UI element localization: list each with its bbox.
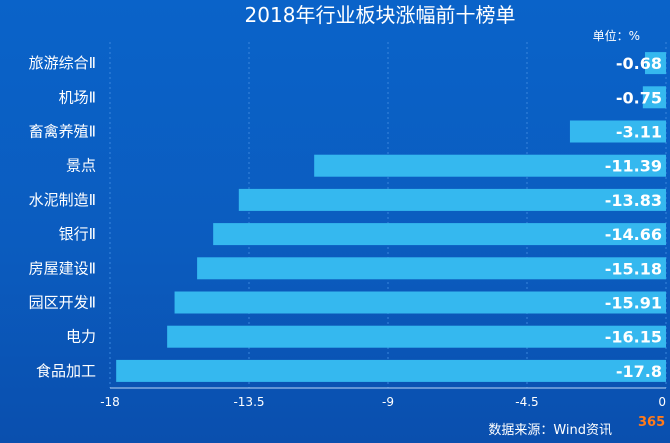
unit-label: 单位：% <box>593 28 640 43</box>
value-label: -3.11 <box>616 123 662 142</box>
category-label: 畜禽养殖Ⅱ <box>29 123 96 141</box>
value-labels: -0.68 -0.75 -3.11 -11.39 -13.83 -14.66 -15.18 -… <box>605 54 662 381</box>
bar <box>238 188 666 211</box>
value-label: -16.15 <box>605 328 662 347</box>
category-label: 景点 <box>66 157 96 175</box>
watermark-logo: 365 <box>638 415 665 430</box>
category-label: 机场Ⅱ <box>59 88 96 106</box>
bar <box>314 154 666 177</box>
value-label: -15.18 <box>605 259 662 278</box>
bar <box>213 223 666 246</box>
bars <box>116 52 666 382</box>
x-tick-label: -13.5 <box>233 395 264 409</box>
bar <box>174 291 666 314</box>
x-tick-label: 0 <box>658 395 666 409</box>
x-tick-labels: -18 -13.5 -9 -4.5 0 <box>100 395 666 409</box>
x-tick-label: -4.5 <box>515 395 538 409</box>
bar <box>197 257 666 280</box>
category-label: 银行Ⅱ <box>59 225 96 243</box>
category-label: 水泥制造Ⅱ <box>29 191 96 209</box>
category-label: 旅游综合Ⅱ <box>29 54 96 72</box>
category-label: 园区开发Ⅱ <box>29 294 96 312</box>
value-label: -0.68 <box>616 54 662 73</box>
source-note: 数据来源：Wind资讯 <box>488 423 612 438</box>
bar <box>167 325 666 348</box>
value-label: -15.91 <box>605 294 662 313</box>
value-label: -14.66 <box>605 225 662 244</box>
value-label: -13.83 <box>605 191 662 210</box>
bar <box>569 120 666 143</box>
bar <box>642 86 666 109</box>
value-label: -11.39 <box>605 157 662 176</box>
bar <box>644 52 666 75</box>
x-tick-label: -9 <box>382 395 394 409</box>
category-label: 房屋建设Ⅱ <box>29 259 96 277</box>
category-label: 食品加工 <box>36 362 96 380</box>
chart-title: 2018年行业板块涨幅前十榜单 <box>245 3 516 27</box>
x-tick-label: -18 <box>100 395 120 409</box>
category-label: 电力 <box>66 328 96 346</box>
value-label: -0.75 <box>616 88 662 107</box>
value-label: -17.8 <box>616 362 662 381</box>
bar <box>116 359 666 382</box>
